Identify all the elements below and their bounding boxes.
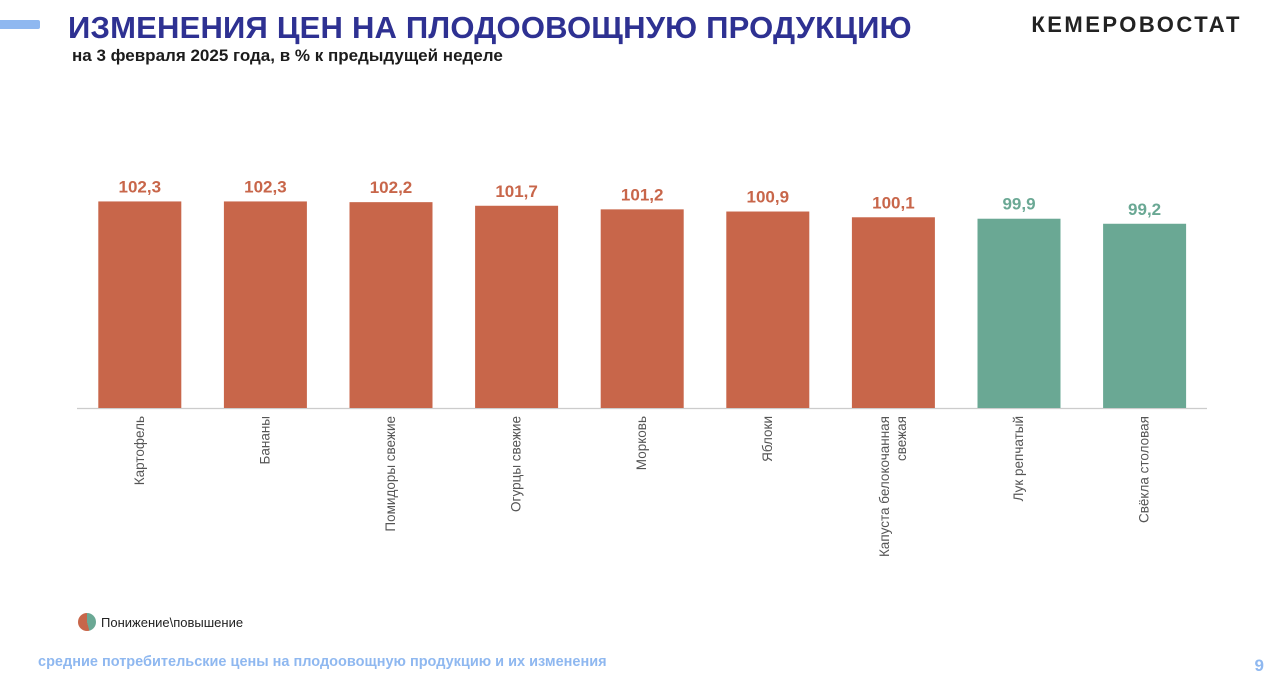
bar-value-label: 102,3 <box>119 177 162 196</box>
category-label-line: Свёкла столовая <box>1137 416 1152 523</box>
bar-value-label: 101,7 <box>495 182 538 201</box>
category-label-line: Лук репчатый <box>1011 416 1026 501</box>
category-label-line: Морковь <box>634 416 649 470</box>
category-label: Яблоки <box>760 416 775 462</box>
category-label-line: свежая <box>894 416 909 461</box>
category-label-line: Огурцы свежие <box>509 416 524 512</box>
category-label-line: Яблоки <box>760 416 775 462</box>
bar <box>726 211 810 408</box>
category-label-line: Капуста белокочанная <box>877 416 892 557</box>
legend-label: Понижение\повышение <box>101 614 244 630</box>
legend-pie-icon <box>78 613 96 631</box>
bar-value-label: 100,9 <box>747 188 790 207</box>
category-label: Лук репчатый <box>1011 416 1026 501</box>
category-label: Помидоры свежие <box>383 416 398 532</box>
bar-value-label: 101,2 <box>621 185 664 204</box>
bar-value-label: 99,9 <box>1002 195 1035 214</box>
page-number: 9 <box>1254 656 1264 675</box>
bar <box>98 201 182 408</box>
category-label-line: Помидоры свежие <box>383 416 398 532</box>
category-label: Огурцы свежие <box>509 416 524 512</box>
bar <box>851 217 935 408</box>
logo: КЕМЕРОВОСТАТ <box>1031 12 1242 37</box>
page-subtitle: на 3 февраля 2025 года, в % к предыдущей… <box>72 46 503 65</box>
accent-bar <box>0 20 40 29</box>
footer-text: средние потребительские цены на плодоово… <box>38 654 607 670</box>
bar-chart: 102,3 Картофель 102,3 Бананы 102,2 Помидоры с… <box>77 177 1207 557</box>
bar-value-label: 102,3 <box>244 177 287 196</box>
bar-value-label: 102,2 <box>370 178 413 197</box>
bar <box>349 202 433 408</box>
category-label: Картофель <box>132 416 147 485</box>
category-label: Свёкла столовая <box>1137 416 1152 523</box>
category-label: Бананы <box>257 416 272 465</box>
category-label-line: Картофель <box>132 416 147 485</box>
bar <box>475 205 559 408</box>
category-label: Капуста белокочанная свежая <box>877 416 909 557</box>
bar <box>600 209 684 408</box>
bar-value-label: 100,1 <box>872 193 915 212</box>
bar <box>1103 223 1187 408</box>
page-title: ИЗМЕНЕНИЯ ЦЕН НА ПЛОДООВОЩНУЮ ПРОДУКЦИЮ <box>68 10 912 45</box>
bar-value-label: 99,2 <box>1128 200 1161 219</box>
category-label: Морковь <box>634 416 649 470</box>
legend: Понижение\повышение <box>78 613 243 631</box>
bar <box>223 201 307 408</box>
bar <box>977 218 1061 408</box>
category-label-line: Бананы <box>257 416 272 465</box>
